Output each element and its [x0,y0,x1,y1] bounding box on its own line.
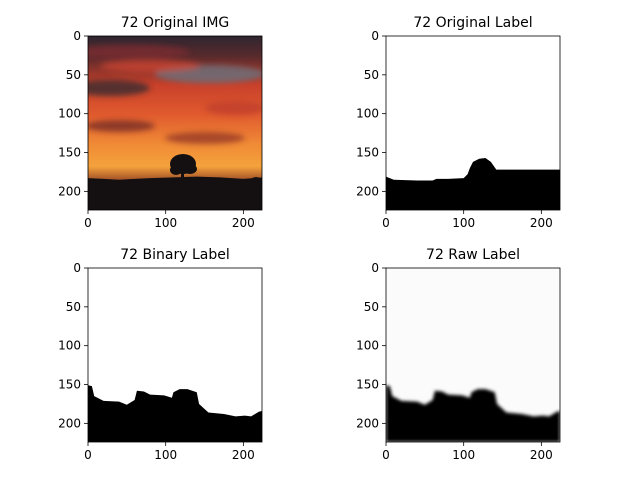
x-tick-label: 0 [84,216,92,230]
subplot-title: 72 Original Label [413,15,532,31]
x-tick-label: 0 [382,216,390,230]
y-tick-label: 50 [66,300,81,314]
y-tick-label: 0 [73,261,81,275]
axis-ticks: 0 100 200 0 50 100 150 200 [356,261,553,462]
y-tick-label: 150 [58,378,81,392]
x-tick-label: 200 [232,448,255,462]
y-tick-label: 0 [73,29,81,43]
axes-frame [385,35,561,211]
y-tick-label: 150 [58,146,81,160]
subplot-title: 72 Binary Label [120,247,229,263]
y-tick-label: 200 [356,184,379,198]
axes-frame [87,35,263,211]
subplot-original-img: 72 Original IMG [58,15,263,230]
ground-silhouette [88,176,262,210]
subplot-title: 72 Original IMG [121,15,230,31]
x-tick-label: 100 [452,216,475,230]
mask-foreground [88,385,262,442]
y-tick-label: 0 [371,261,379,275]
x-tick-label: 200 [530,216,553,230]
x-tick-label: 0 [382,448,390,462]
y-tick-label: 200 [356,416,379,430]
subplot-binary-label: 72 Binary Label 0 100 200 0 50 100 150 200 [58,247,263,462]
y-tick-label: 150 [356,146,379,160]
y-tick-label: 50 [364,68,379,82]
y-tick-label: 100 [356,107,379,121]
y-tick-label: 150 [356,378,379,392]
y-tick-label: 0 [371,29,379,43]
x-tick-label: 200 [232,216,255,230]
tree-silhouette [139,154,262,188]
y-tick-label: 50 [66,68,81,82]
mask-foreground [386,385,560,442]
x-tick-label: 100 [154,216,177,230]
subplot-title: 72 Raw Label [426,247,520,263]
axes-frame [385,267,561,443]
mask-foreground [386,157,560,210]
axes-frame [87,267,263,443]
subplot-original-label: 72 Original Label 0 100 200 0 50 100 150 200 [356,15,561,230]
axis-ticks: 0 100 200 0 50 100 150 200 [356,29,553,230]
axis-ticks: 0 100 200 0 50 100 150 200 [58,29,255,230]
x-tick-label: 100 [154,448,177,462]
y-tick-label: 100 [356,339,379,353]
y-tick-label: 100 [58,339,81,353]
y-tick-label: 200 [58,416,81,430]
axis-ticks: 0 100 200 0 50 100 150 200 [58,261,255,462]
clouds [88,45,262,144]
y-tick-label: 100 [58,107,81,121]
subplot-raw-label: 72 Raw Label 0 100 200 0 50 100 150 200 [356,247,561,462]
x-tick-label: 200 [530,448,553,462]
y-tick-label: 50 [364,300,379,314]
y-tick-label: 200 [58,184,81,198]
x-tick-label: 0 [84,448,92,462]
x-tick-label: 100 [452,448,475,462]
